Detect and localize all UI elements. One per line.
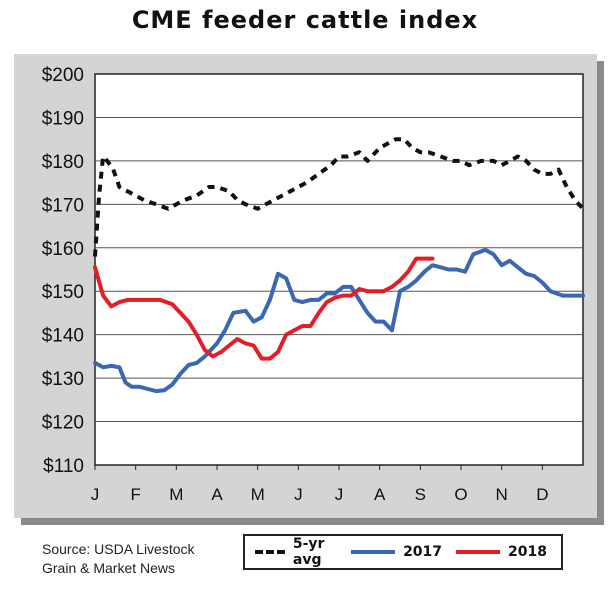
- y-tick-label: $110: [43, 456, 84, 477]
- x-tick-label: S: [415, 485, 426, 504]
- source-line-2: Grain & Market News: [42, 560, 176, 576]
- legend-swatch-2018: [456, 550, 501, 554]
- y-tick-label: $200: [42, 65, 84, 86]
- y-tick-label: $140: [42, 326, 84, 347]
- y-tick-label: $190: [42, 108, 84, 129]
- x-tick-label: J: [91, 485, 100, 504]
- series-line-2018: [93, 256, 435, 361]
- legend-item-5yr-avg: 5-yr avg: [255, 536, 337, 568]
- y-tick-label: $130: [42, 369, 84, 390]
- x-tick-label: F: [130, 485, 140, 504]
- chart-title: CME feeder cattle index: [131, 6, 479, 34]
- y-tick-label: $160: [42, 239, 84, 260]
- legend-item-2017: 2017: [351, 544, 442, 560]
- x-tick-label: O: [454, 485, 467, 504]
- legend-swatch-5yr-avg: [255, 550, 285, 554]
- y-tick-label: $150: [42, 282, 84, 303]
- x-tick-label: M: [169, 485, 183, 504]
- legend-item-2018: 2018: [456, 544, 547, 560]
- legend-label-2018: 2018: [508, 544, 547, 560]
- x-tick-label: A: [374, 485, 386, 504]
- x-tick-label: A: [211, 485, 223, 504]
- y-tick-label: $120: [42, 413, 84, 434]
- x-tick-label: M: [251, 485, 265, 504]
- legend: 5-yr avg 2017 2018: [243, 534, 563, 570]
- legend-swatch-2017: [351, 550, 396, 554]
- x-tick-label: D: [536, 485, 548, 504]
- x-tick-label: N: [496, 485, 508, 504]
- y-tick-label: $180: [42, 152, 84, 173]
- x-tick-label: J: [335, 485, 344, 504]
- source-note: Source: USDA Livestock Grain & Market Ne…: [42, 540, 242, 578]
- source-line-1: Source: USDA Livestock: [42, 541, 195, 557]
- series-line-2017: [93, 247, 585, 394]
- legend-label-2017: 2017: [403, 544, 443, 560]
- legend-label-5yr-avg: 5-yr avg: [292, 536, 325, 568]
- series-line-5-yr-avg: [93, 137, 585, 257]
- x-tick-label: J: [294, 485, 303, 504]
- plot-area: [94, 73, 584, 466]
- y-tick-label: $170: [42, 195, 84, 216]
